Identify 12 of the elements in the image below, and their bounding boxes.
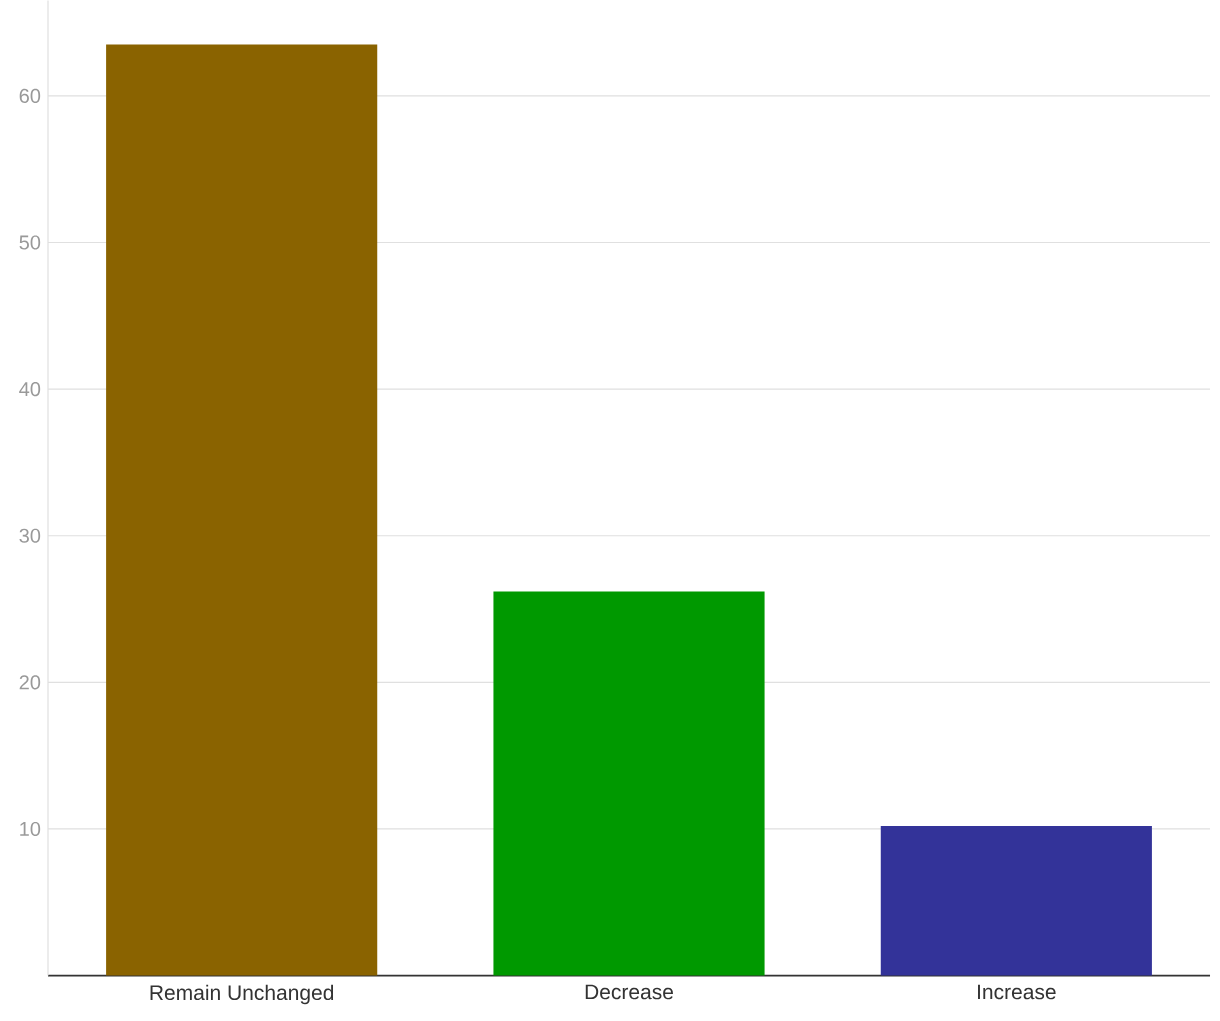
y-tick-label: 40 xyxy=(19,382,41,397)
x-tick-label: Decrease xyxy=(585,984,673,1000)
bar xyxy=(880,826,1152,976)
y-tick-label: 10 xyxy=(20,822,41,837)
x-tick-label: Remain Unchanged xyxy=(150,984,334,1005)
bar xyxy=(493,591,765,976)
bar xyxy=(106,44,378,976)
y-tick-label: 20 xyxy=(19,675,41,690)
y-tick-label: 30 xyxy=(19,528,41,544)
y-tick-label: 50 xyxy=(19,235,41,250)
y-tick-label: 60 xyxy=(19,89,41,104)
x-tick-label: Increase xyxy=(978,984,1056,1000)
